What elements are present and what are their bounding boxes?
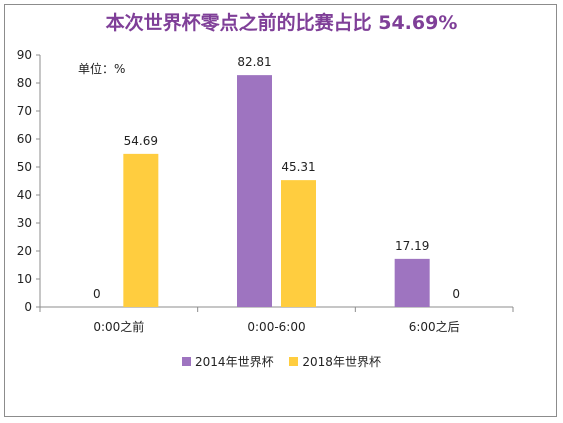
chart-title: 本次世界杯零点之前的比赛占比 54.69% (105, 12, 458, 34)
x-tick-label: 0:00-6:00 (247, 320, 305, 334)
y-tick-label: 80 (17, 76, 32, 90)
y-tick-label: 90 (17, 48, 32, 62)
legend: 2014年世界杯 2018年世界杯 (0, 353, 563, 370)
y-tick-label: 50 (17, 160, 32, 174)
legend-item-2014: 2014年世界杯 (182, 353, 274, 370)
bar-2014-1 (237, 75, 272, 307)
data-label: 82.81 (237, 55, 271, 69)
x-tick-label: 6:00之后 (409, 320, 460, 334)
chart-frame (4, 4, 557, 417)
legend-label-2018: 2018年世界杯 (302, 355, 381, 369)
data-label: 17.19 (395, 239, 429, 253)
legend-item-2018: 2018年世界杯 (289, 353, 381, 370)
y-tick-label: 40 (17, 188, 32, 202)
y-tick-label: 30 (17, 216, 32, 230)
data-label: 45.31 (281, 160, 315, 174)
x-tick-label: 0:00之前 (93, 319, 144, 334)
legend-swatch-2014 (182, 357, 192, 366)
bar-2018-0 (123, 153, 159, 307)
y-tick-label: 70 (17, 104, 32, 118)
data-label: 0 (93, 287, 101, 301)
data-label: 0 (452, 287, 460, 301)
y-tick-label: 20 (17, 244, 32, 258)
bar-2018-1 (281, 180, 316, 307)
y-tick-label: 60 (17, 132, 32, 146)
legend-label-2014: 2014年世界杯 (195, 355, 274, 369)
y-tick-label: 0 (24, 300, 32, 314)
bar-2014-2 (394, 258, 430, 307)
legend-swatch-2018 (289, 357, 299, 366)
unit-label: 单位：% (78, 62, 126, 76)
y-tick-label: 10 (17, 272, 32, 286)
data-label: 54.69 (124, 134, 158, 148)
